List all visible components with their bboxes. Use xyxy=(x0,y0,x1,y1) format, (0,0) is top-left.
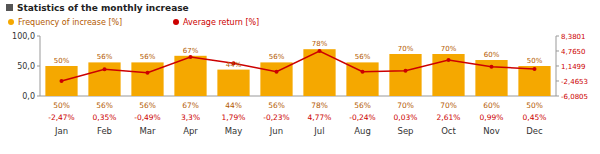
y2-tick xyxy=(556,80,559,81)
bar-label: 78% xyxy=(312,40,328,48)
x-tick-label: Jan xyxy=(54,126,68,136)
line-marker xyxy=(60,79,64,83)
x-tick-label: Aug xyxy=(354,126,371,136)
freq-row-label: 56% xyxy=(96,101,113,110)
line-marker xyxy=(146,71,150,75)
bar-label: 44% xyxy=(226,61,242,69)
line-marker xyxy=(404,69,408,73)
avg-row-label: 2,61% xyxy=(437,113,461,122)
x-tick-label: Oct xyxy=(441,126,456,136)
x-tick-label: Feb xyxy=(97,126,112,136)
y-tick-label: 50,0 xyxy=(17,62,35,71)
line-marker xyxy=(318,49,322,53)
bar-label: 50% xyxy=(54,57,70,65)
y2-tick-label: 4,7650 xyxy=(561,48,586,56)
freq-row-label: 56% xyxy=(354,101,371,110)
x-tick-label: Jul xyxy=(313,126,324,136)
bar xyxy=(217,70,249,96)
avg-row-label: 0,99% xyxy=(480,113,504,122)
freq-row-label: 60% xyxy=(483,101,500,110)
line-marker xyxy=(275,70,279,74)
freq-row-label: 67% xyxy=(182,101,199,110)
x-tick-label: Jun xyxy=(269,126,283,136)
avg-row-label: 0,45% xyxy=(523,113,547,122)
x-tick-label: Dec xyxy=(526,126,543,136)
line-marker xyxy=(361,70,365,74)
freq-row-label: 70% xyxy=(440,101,457,110)
avg-row-label: 1,79% xyxy=(222,113,246,122)
avg-row-label: 4,77% xyxy=(308,113,332,122)
y2-tick xyxy=(556,50,559,51)
y2-tick xyxy=(556,65,559,66)
line-marker xyxy=(103,67,107,71)
bar-label: 56% xyxy=(140,53,156,61)
bar-label: 67% xyxy=(183,47,199,55)
bar xyxy=(131,62,163,96)
bar xyxy=(346,62,378,96)
y-tick xyxy=(37,66,40,67)
y2-tick xyxy=(556,96,559,97)
y-tick xyxy=(37,36,40,37)
avg-row-label: -0,23% xyxy=(263,113,290,122)
bar xyxy=(518,66,550,96)
freq-row-label: 56% xyxy=(139,101,156,110)
bar-label: 70% xyxy=(398,45,414,53)
plot-marks xyxy=(45,49,550,96)
x-tick-label: May xyxy=(225,126,243,136)
freq-row-label: 44% xyxy=(225,101,242,110)
legend-label: Average return [%] xyxy=(183,18,259,27)
bar-label: 70% xyxy=(441,45,457,53)
bar xyxy=(45,66,77,96)
line-marker xyxy=(533,67,537,71)
avg-row-label: 0,35% xyxy=(93,113,117,122)
legend-swatch xyxy=(8,19,14,25)
bar xyxy=(260,62,292,96)
avg-row-label: 3,3% xyxy=(181,113,200,122)
x-tick-label: Nov xyxy=(483,126,500,136)
line-marker xyxy=(447,58,451,62)
legend-label: Frequency of increase [%] xyxy=(18,18,122,27)
title: Statistics of the monthly increase xyxy=(17,3,189,13)
bar xyxy=(432,54,464,96)
freq-row-label: 56% xyxy=(268,101,285,110)
y2-tick-label: 1,1499 xyxy=(561,63,586,71)
avg-row-label: -2,47% xyxy=(48,113,75,122)
freq-row-label: 70% xyxy=(397,101,414,110)
y2-tick-label: -6,0805 xyxy=(561,93,588,101)
y2-tick-label: -2,4653 xyxy=(561,78,588,86)
line xyxy=(62,51,535,81)
legend: Frequency of increase [%] Average return … xyxy=(8,18,259,27)
freq-row-label: 78% xyxy=(311,101,328,110)
freq-row-label: 50% xyxy=(53,101,70,110)
bar-label: 50% xyxy=(527,57,543,65)
line-marker xyxy=(189,55,193,59)
legend-swatch xyxy=(173,19,179,25)
y-tick-label: 0,0 xyxy=(22,92,35,101)
y-tick xyxy=(37,96,40,97)
x-tick-label: Mar xyxy=(139,126,156,136)
freq-row-label: 50% xyxy=(526,101,543,110)
bar xyxy=(88,62,120,96)
x-tick-label: Apr xyxy=(183,126,198,136)
bar xyxy=(389,54,421,96)
title-square xyxy=(6,4,13,11)
y-tick-label: 100,0 xyxy=(12,32,35,41)
avg-row-label: -0,49% xyxy=(134,113,161,122)
line-marker xyxy=(490,65,494,69)
chart: Statistics of the monthly increase Freque… xyxy=(0,0,600,154)
bar-label: 56% xyxy=(97,53,113,61)
avg-row-label: -0,24% xyxy=(349,113,376,122)
y2-tick-label: 8,3801 xyxy=(561,33,586,41)
bar-label: 56% xyxy=(355,53,371,61)
bar-label: 56% xyxy=(269,53,285,61)
avg-row-label: 0,03% xyxy=(394,113,418,122)
bar-label: 60% xyxy=(484,51,500,59)
x-tick-label: Sep xyxy=(397,126,413,136)
y2-tick xyxy=(556,36,559,37)
